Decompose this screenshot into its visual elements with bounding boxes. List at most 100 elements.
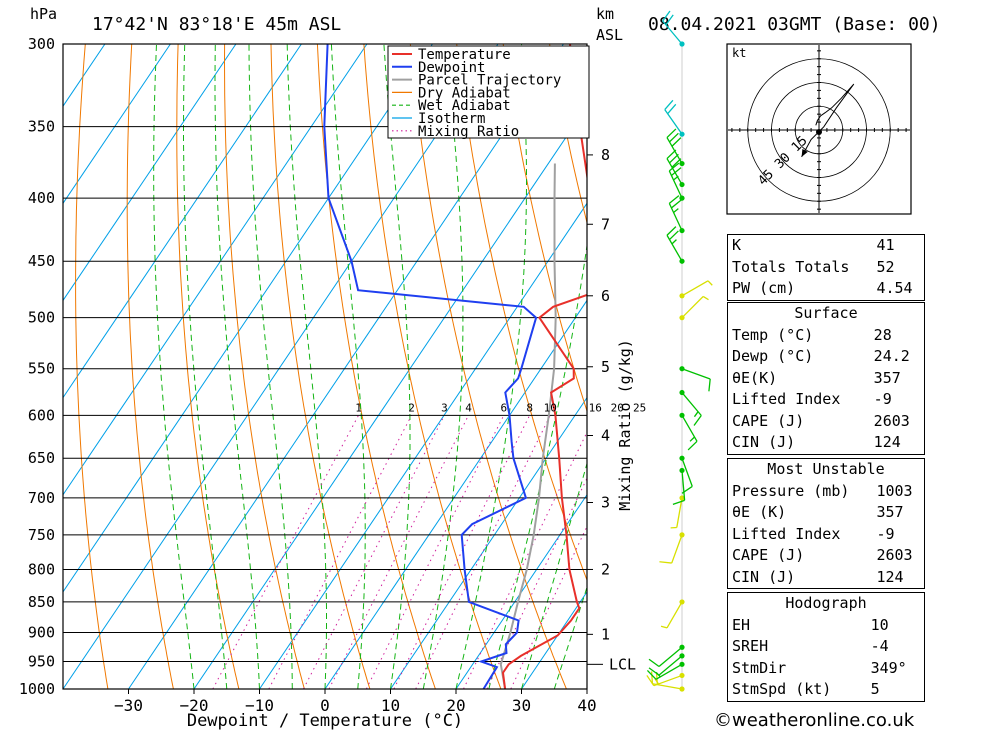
isotherm-line [63, 44, 171, 205]
index-pw-row: PW (cm) 4.54 [728, 278, 925, 300]
wind-barb-dot [679, 227, 685, 234]
isotherm-line [324, 299, 587, 689]
surface-temp-row: Temp (°C) 28 [728, 325, 925, 347]
stat-label: θE(K) [732, 368, 778, 387]
wind-barb-flag [648, 667, 660, 676]
lcl-label: LCL [609, 655, 636, 673]
stat-value: 1003 [876, 481, 913, 500]
hodo-eh-row: EH 10 [728, 615, 925, 637]
wind-barb-dot [679, 644, 685, 650]
wind-barb-flag [668, 162, 680, 172]
dewpoint-profile-line [323, 44, 538, 689]
pressure-tick-label: 350 [28, 118, 55, 136]
mixing-ratio-line [303, 415, 445, 689]
parcel-trajectory-line [499, 163, 557, 689]
isotherm-line [63, 44, 368, 496]
wind-barb-flag [666, 128, 677, 139]
wind-barb-flag [672, 499, 685, 505]
isotherm-line [193, 105, 587, 689]
stat-label: K [732, 236, 742, 254]
isotherm-line [63, 44, 237, 302]
wind-barb-dot [679, 455, 685, 461]
stat-value: 4.54 [876, 279, 913, 297]
wind-barb-dot [679, 315, 685, 321]
pressure-tick-label: 800 [28, 560, 55, 578]
isobar-lines [63, 43, 587, 690]
datetime-label: 08.04.2021 03GMT (Base: 00) [648, 14, 941, 35]
wind-barb-flag [667, 103, 677, 115]
km-tick-label: 7 [601, 215, 610, 233]
wind-barb-dot [679, 195, 685, 201]
wind-barb-staff [658, 655, 683, 676]
wind-barb-half-flag [707, 280, 713, 286]
copyright-link[interactable]: ©weatheronline.co.uk [714, 710, 915, 731]
wind-barb-half-flag [689, 436, 695, 442]
wind-barb [679, 295, 709, 321]
stat-label: StmDir [732, 658, 787, 677]
isotherm-line [63, 44, 499, 689]
stat-label: Dewp (°C) [732, 347, 814, 365]
wind-barb-flag [659, 561, 672, 564]
temperature-tick-label: −20 [180, 696, 209, 715]
pressure-tick-label: 850 [28, 593, 55, 611]
wind-barb-staff [681, 457, 693, 487]
most-unstable-table: Most Unstable Pressure (mb) 1003 θE (K) 35… [727, 458, 925, 589]
wind-barb-dot [679, 661, 685, 667]
asl-label: ASL [596, 26, 623, 44]
legend-label: Dewpoint [418, 60, 485, 76]
pressure-tick-label: 1000 [19, 680, 55, 698]
wind-barb [679, 280, 713, 299]
wind-barb-flag [648, 658, 660, 668]
mixing-ratio-label: 1 [355, 401, 362, 414]
pressure-tick-label: 300 [28, 35, 55, 53]
hodograph-unit: kt [732, 46, 746, 60]
wind-barb-staff [666, 601, 683, 629]
km-tick-label: 6 [601, 287, 610, 305]
stat-label: EH [732, 615, 751, 634]
sounding-profiles [323, 44, 587, 689]
wind-barb [648, 653, 685, 676]
wind-barb-flag [646, 669, 657, 680]
pressure-tick-label: 900 [28, 624, 55, 642]
wet-adiabat-line [553, 585, 587, 689]
stat-label: Temp (°C) [732, 325, 814, 344]
pressure-tick-label: 700 [28, 489, 55, 507]
wind-barb-flag [668, 195, 680, 204]
surface-thetae-row: θE(K) 357 [728, 368, 925, 390]
mixing-ratio-line [393, 415, 531, 689]
mixing-ratio-line [365, 415, 505, 689]
wind-barb [672, 467, 686, 505]
wind-barb-half-flag [671, 239, 677, 245]
wind-barb-dot [679, 366, 685, 372]
wind-barb-flag [708, 378, 711, 392]
pressure-tick-label: 600 [28, 406, 55, 424]
temperature-tick-label: −10 [245, 696, 274, 715]
mixing-ratio-label: 3 [441, 401, 448, 414]
mixing-ratio-label: 2 [408, 401, 415, 414]
wind-barb-flag [646, 675, 655, 687]
wind-barb-dot [679, 389, 685, 396]
dry-adiabat-line [502, 44, 587, 413]
hodo-stmspd-row: StmSpd (kt) 5 [728, 679, 925, 701]
wind-barb [670, 495, 685, 529]
wind-barb-dot [679, 258, 685, 264]
stat-label: PW (cm) [732, 279, 796, 297]
stat-value: 2603 [873, 411, 910, 430]
wind-barb-flag [671, 137, 682, 147]
wind-barb-half-flag [673, 208, 679, 213]
wind-barb-staff [681, 415, 698, 442]
legend-label: Isotherm [418, 111, 485, 127]
stat-label: CIN (J) [732, 567, 796, 586]
wind-barb [668, 162, 685, 201]
wet-adiabat-line [248, 44, 293, 689]
wind-barb-dot [679, 599, 685, 605]
surface-lifted-row: Lifted Index -9 [728, 389, 925, 411]
km-tick-label: 2 [601, 560, 610, 578]
wind-barb-dot [679, 532, 685, 538]
temperature-tick-label: 10 [381, 696, 400, 715]
wind-barb-flag [669, 230, 679, 241]
wind-barb-flag [669, 132, 679, 143]
hodograph-stats-title: Hodograph [785, 594, 867, 612]
dry-adiabat-line [126, 44, 174, 689]
